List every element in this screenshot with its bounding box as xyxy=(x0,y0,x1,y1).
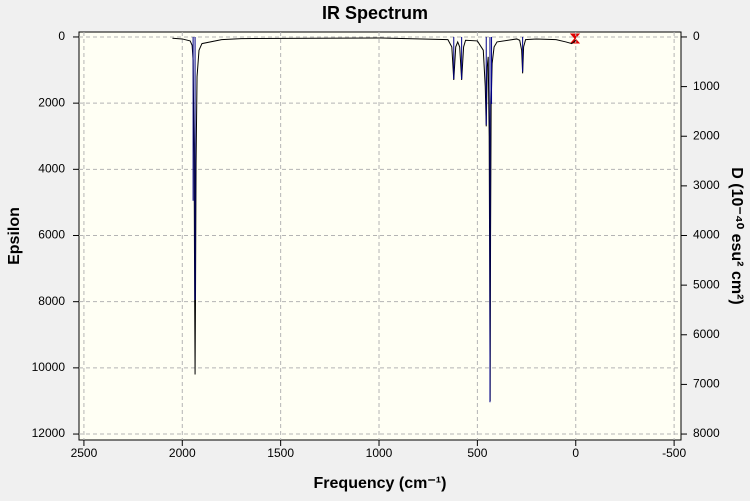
x-tick-label: 1500 xyxy=(267,446,294,460)
x-tick-label: 500 xyxy=(467,446,487,460)
y2-tick-label: 0 xyxy=(693,29,700,43)
chart-title: IR Spectrum xyxy=(322,3,428,23)
y2-tick-label: 2000 xyxy=(693,128,720,142)
y-axis-label: Epsilon xyxy=(6,207,23,265)
x-axis-label: Frequency (cm⁻¹) xyxy=(314,475,447,492)
y-tick-label: 0 xyxy=(58,29,65,43)
y2-tick-label: 7000 xyxy=(693,377,720,391)
y-tick-label: 6000 xyxy=(38,228,65,242)
y2-tick-label: 4000 xyxy=(693,228,720,242)
y2-tick-label: 8000 xyxy=(693,426,720,440)
y-tick-label: 12000 xyxy=(32,426,66,440)
y2-tick-label: 3000 xyxy=(693,178,720,192)
y2-axis-label: D (10⁻⁴⁰ esu² cm²) xyxy=(728,167,745,304)
y-tick-label: 4000 xyxy=(38,161,65,175)
x-tick-label: 0 xyxy=(572,446,579,460)
y-tick-label: 2000 xyxy=(38,95,65,109)
y2-tick-label: 5000 xyxy=(693,277,720,291)
x-tick-label: 2000 xyxy=(169,446,196,460)
x-tick-label: 2500 xyxy=(71,446,98,460)
x-tick-label: 1000 xyxy=(366,446,393,460)
x-tick-label: -500 xyxy=(662,446,686,460)
y2-tick-label: 6000 xyxy=(693,327,720,341)
y-tick-label: 8000 xyxy=(38,294,65,308)
y2-tick-label: 1000 xyxy=(693,79,720,93)
y-tick-label: 10000 xyxy=(32,360,66,374)
